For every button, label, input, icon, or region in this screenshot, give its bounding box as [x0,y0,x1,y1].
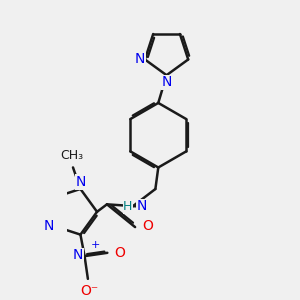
Text: N: N [136,200,147,213]
Text: N: N [161,75,172,89]
Text: H: H [123,200,133,213]
Text: N: N [134,52,145,67]
Text: +: + [90,240,100,250]
Text: O: O [114,246,125,260]
Text: O: O [142,219,153,233]
Text: O⁻: O⁻ [80,284,99,298]
Text: N: N [75,175,85,189]
Text: N: N [73,248,83,262]
Text: N: N [43,219,54,233]
Text: CH₃: CH₃ [61,149,84,163]
